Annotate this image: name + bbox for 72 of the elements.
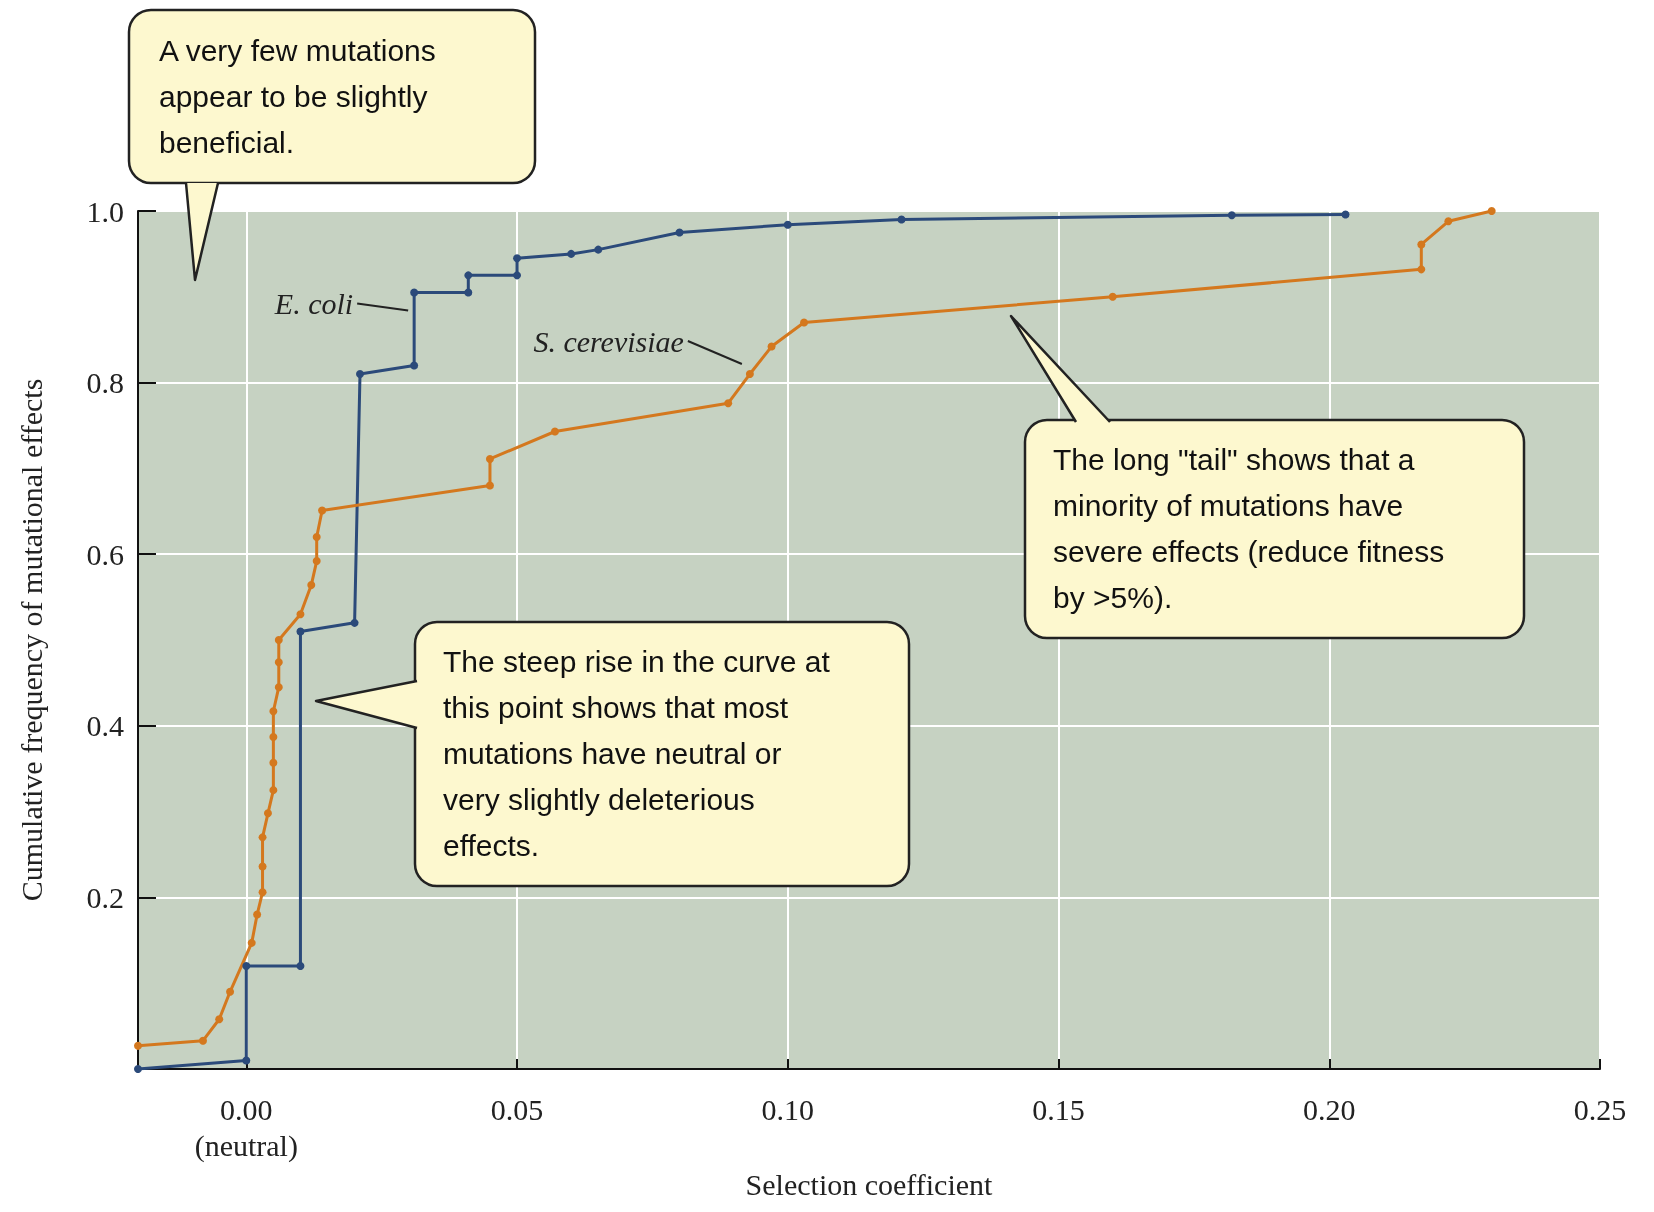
point	[745, 370, 754, 379]
y-tick-label: 0.6	[86, 537, 124, 571]
series-label: S. cerevisiae	[533, 324, 684, 358]
point	[258, 862, 267, 871]
point	[513, 271, 522, 280]
point	[356, 370, 365, 379]
point	[464, 271, 473, 280]
point	[134, 1041, 142, 1050]
point	[410, 361, 419, 370]
point	[312, 533, 321, 542]
point	[675, 228, 684, 237]
point	[1487, 207, 1496, 215]
point	[253, 910, 262, 919]
point	[1108, 292, 1117, 301]
point	[1444, 217, 1453, 226]
point	[134, 1065, 142, 1073]
point	[550, 427, 559, 436]
point	[312, 557, 321, 566]
point	[485, 454, 494, 463]
point	[783, 220, 792, 229]
point	[274, 683, 283, 692]
y-tick-label: 0.2	[86, 880, 124, 914]
point	[724, 399, 733, 408]
point	[594, 245, 603, 254]
x-tick-label: 0.00 (neutral)	[194, 1092, 298, 1163]
x-axis-title: Selection coefficient	[745, 1167, 994, 1201]
x-tick-label: 0.10	[761, 1092, 815, 1126]
point	[897, 215, 906, 224]
point	[513, 254, 522, 263]
point	[258, 888, 267, 897]
point	[464, 288, 473, 297]
point	[215, 1015, 224, 1024]
point	[226, 987, 235, 996]
point	[1417, 265, 1426, 274]
point	[1341, 210, 1350, 219]
point	[274, 658, 283, 667]
point	[269, 786, 278, 795]
point	[247, 938, 256, 947]
point	[318, 506, 327, 515]
point	[269, 758, 278, 767]
point	[242, 962, 251, 971]
point	[242, 1056, 251, 1065]
point	[567, 249, 576, 258]
annotation: The steep rise in the curve at this point shows that most mutations have neutral or very slightly deleterious effects.	[443, 644, 831, 864]
point	[269, 732, 278, 741]
point	[296, 627, 305, 636]
point	[767, 342, 776, 351]
point	[296, 610, 305, 619]
point	[350, 618, 359, 627]
annotation: The long "tail" shows that a minority of mutations have severe effects (reduce fitness by >5%).	[1053, 442, 1445, 616]
x-tick-label: 0.05	[490, 1092, 544, 1126]
x-tick-label: 0.15	[1032, 1092, 1085, 1126]
point	[1417, 240, 1426, 249]
point	[296, 962, 305, 971]
y-tick-label: 0.4	[86, 709, 124, 743]
point	[198, 1036, 207, 1045]
point	[800, 318, 809, 327]
point	[263, 809, 272, 818]
y-tick-label: 0.8	[86, 366, 124, 400]
point	[410, 288, 419, 297]
y-tick-label: 1.0	[86, 194, 124, 228]
point	[274, 636, 283, 644]
point	[269, 707, 278, 716]
text: A very few mutations appear to be slightly beneficial.	[159, 32, 437, 161]
x-tick-label: 0.20	[1303, 1092, 1356, 1126]
point	[258, 833, 267, 842]
y-axis-title: Cumulative frequency of mutational effects	[14, 378, 48, 902]
x-tick-label: 0.25	[1573, 1092, 1627, 1126]
point	[485, 481, 494, 490]
point	[1227, 211, 1236, 220]
point	[307, 581, 316, 590]
series-label: E. coli	[273, 287, 354, 321]
